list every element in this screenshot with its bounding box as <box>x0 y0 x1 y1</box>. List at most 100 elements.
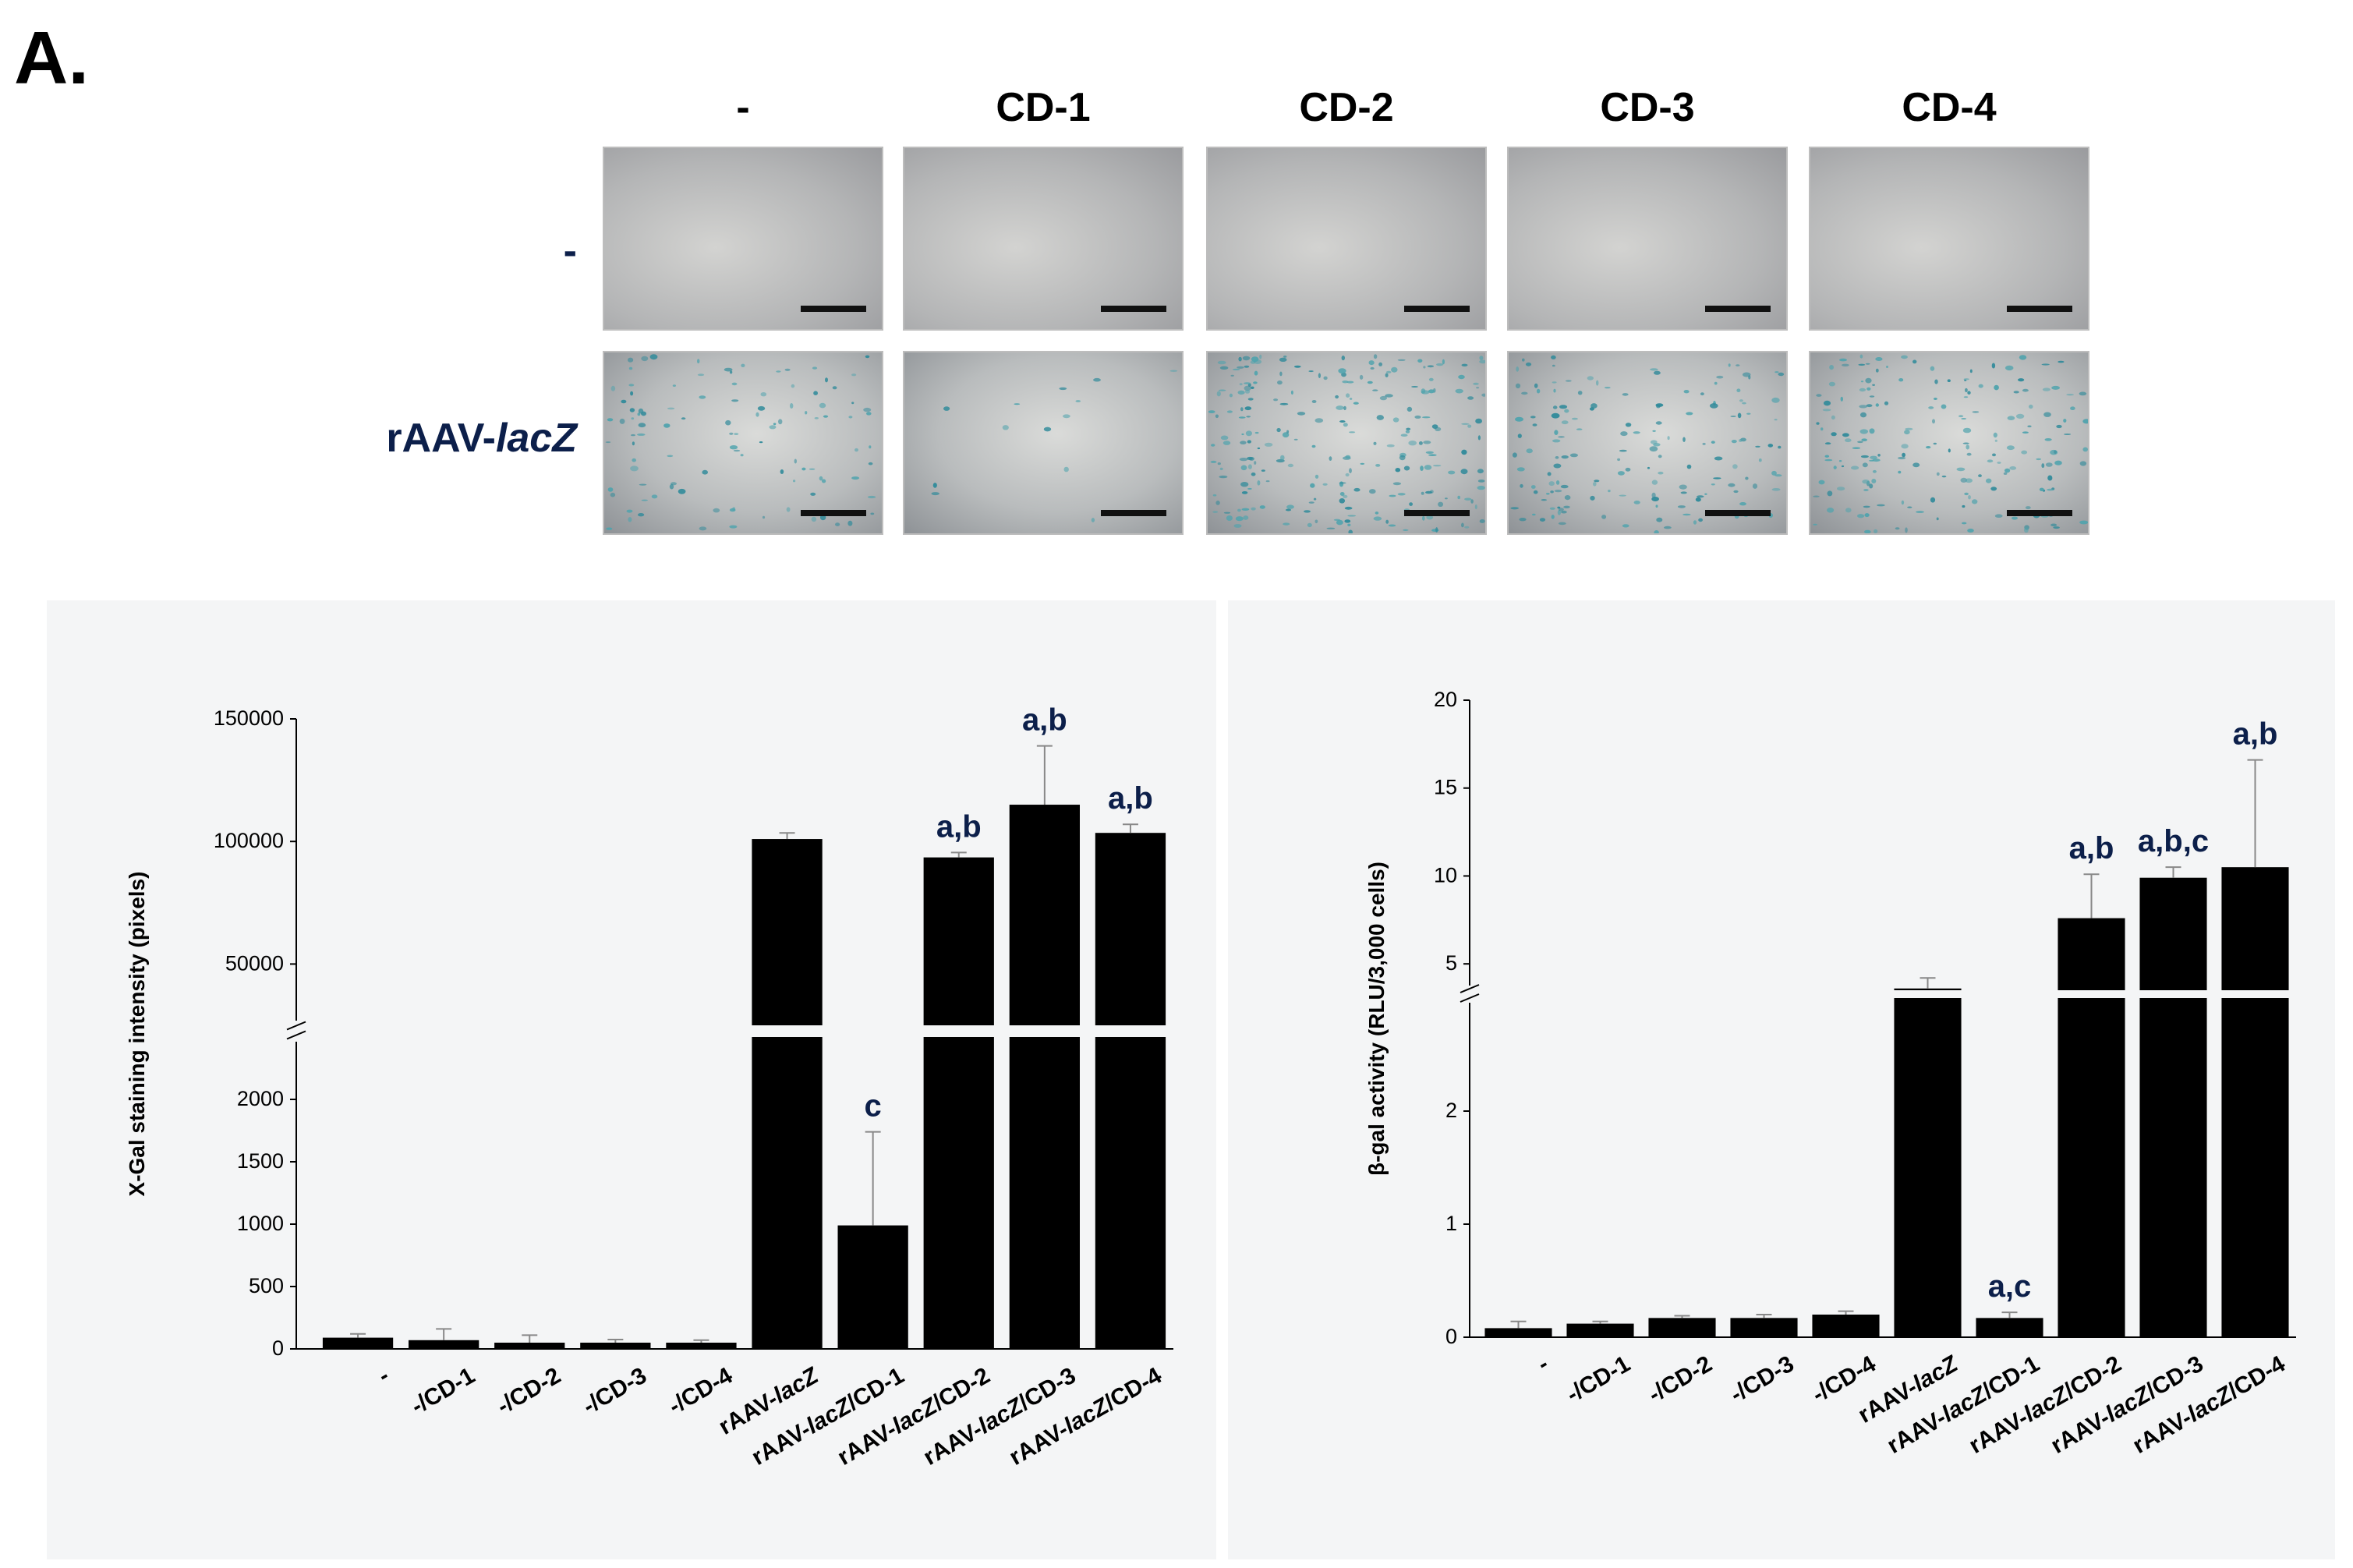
stained-cell <box>1865 377 1872 384</box>
stained-cell <box>1287 463 1294 468</box>
stained-cell <box>1713 477 1721 480</box>
bar <box>1566 1323 1634 1337</box>
stained-cell <box>819 402 826 409</box>
stained-cell <box>2042 388 2050 391</box>
stained-cell <box>1869 395 1875 398</box>
stained-cell <box>1403 529 1409 531</box>
significance-label: a,b <box>1108 781 1153 816</box>
y-tick-label: 1000 <box>237 1212 284 1235</box>
stained-cell <box>631 417 635 420</box>
stained-cell <box>1422 515 1425 521</box>
stained-cell <box>1277 380 1283 385</box>
stained-cell <box>819 476 823 481</box>
stained-cell <box>1343 494 1348 498</box>
stained-cell <box>813 391 818 395</box>
stained-cell <box>1477 480 1485 483</box>
stained-cell <box>1860 380 1864 383</box>
stained-cell <box>1254 370 1258 376</box>
x-tick-label: - <box>373 1362 393 1389</box>
stained-cell <box>1651 480 1658 485</box>
stained-cell <box>1522 358 1525 362</box>
stained-cell <box>1479 359 1485 364</box>
stained-cell <box>1625 467 1631 472</box>
stained-cell <box>729 525 738 529</box>
stained-cell <box>1553 388 1556 393</box>
stained-cell <box>1828 381 1835 387</box>
stained-cell <box>1576 428 1583 430</box>
stained-cell <box>1604 387 1611 389</box>
stained-cell <box>1091 518 1095 522</box>
stained-cell <box>1859 429 1868 434</box>
stained-cell <box>1392 417 1399 423</box>
stained-cell <box>1409 502 1413 506</box>
stained-cell <box>1771 397 1780 403</box>
stained-cell <box>1349 431 1356 434</box>
stained-cell <box>1294 365 1301 368</box>
stained-cell <box>681 417 686 420</box>
stained-cell <box>729 370 733 374</box>
stained-cell <box>606 527 613 530</box>
stained-cell <box>1622 524 1629 528</box>
stained-cell <box>1265 480 1270 483</box>
significance-label: a,b,c <box>2138 824 2209 858</box>
stained-cell <box>1218 389 1226 391</box>
stained-cell <box>2051 385 2060 390</box>
stained-cell <box>1376 415 1384 420</box>
stained-cell <box>1633 501 1640 504</box>
stained-cell <box>2024 527 2029 533</box>
scale-bar <box>1404 306 1470 312</box>
stained-cell <box>1510 507 1519 510</box>
stained-cell <box>1686 412 1693 416</box>
stained-cell <box>2022 388 2029 392</box>
stained-cell <box>672 384 676 387</box>
bar <box>494 1343 565 1349</box>
y-tick-label: 150000 <box>214 706 284 730</box>
stained-cell <box>1251 473 1256 476</box>
stained-cell <box>1682 437 1686 442</box>
axis-break-mark <box>286 1030 306 1040</box>
stained-cell <box>1864 529 1871 533</box>
stained-cell <box>1310 483 1315 488</box>
stain-dots <box>1208 354 1485 533</box>
stained-cell <box>1930 366 1935 371</box>
stained-cell <box>1875 357 1883 361</box>
stained-cell <box>1353 487 1360 492</box>
stained-cell <box>1464 497 1472 501</box>
stained-cell <box>1338 368 1346 374</box>
stained-cell <box>2079 520 2088 525</box>
stained-cell <box>1344 519 1351 523</box>
micrograph-r1-c5 <box>1809 147 2089 331</box>
stained-cell <box>1869 483 1874 489</box>
stained-cell <box>1842 433 1849 437</box>
stained-cell <box>755 412 759 417</box>
stained-cell <box>1481 393 1485 397</box>
stained-cell <box>1711 441 1715 444</box>
stained-cell <box>1714 381 1718 385</box>
stained-cell <box>791 384 795 388</box>
stained-cell <box>1461 522 1464 528</box>
stained-cell <box>671 482 677 486</box>
stained-cell <box>1608 490 1611 493</box>
stained-cell <box>2015 413 2025 419</box>
x-tick-label: -/CD-2 <box>1644 1350 1717 1407</box>
stained-cell <box>699 526 707 531</box>
stained-cell <box>2007 416 2015 420</box>
stained-cell <box>1552 364 1555 367</box>
stained-cell <box>778 419 783 425</box>
stained-cell <box>1941 475 1947 478</box>
stained-cell <box>1554 430 1559 435</box>
stained-cell <box>1933 398 1937 400</box>
stained-cell <box>1428 389 1435 394</box>
stained-cell <box>1423 441 1431 444</box>
stained-cell <box>1739 399 1743 402</box>
stained-cell <box>1948 448 1951 453</box>
stained-cell <box>1745 476 1749 480</box>
stained-cell <box>1560 484 1569 489</box>
stained-cell <box>1558 522 1566 526</box>
stained-cell <box>1992 453 1996 457</box>
stained-cell <box>1169 370 1178 372</box>
stained-cell <box>629 408 635 412</box>
stained-cell <box>1343 405 1346 411</box>
stained-cell <box>1014 403 1021 405</box>
stained-cell <box>1633 431 1640 434</box>
